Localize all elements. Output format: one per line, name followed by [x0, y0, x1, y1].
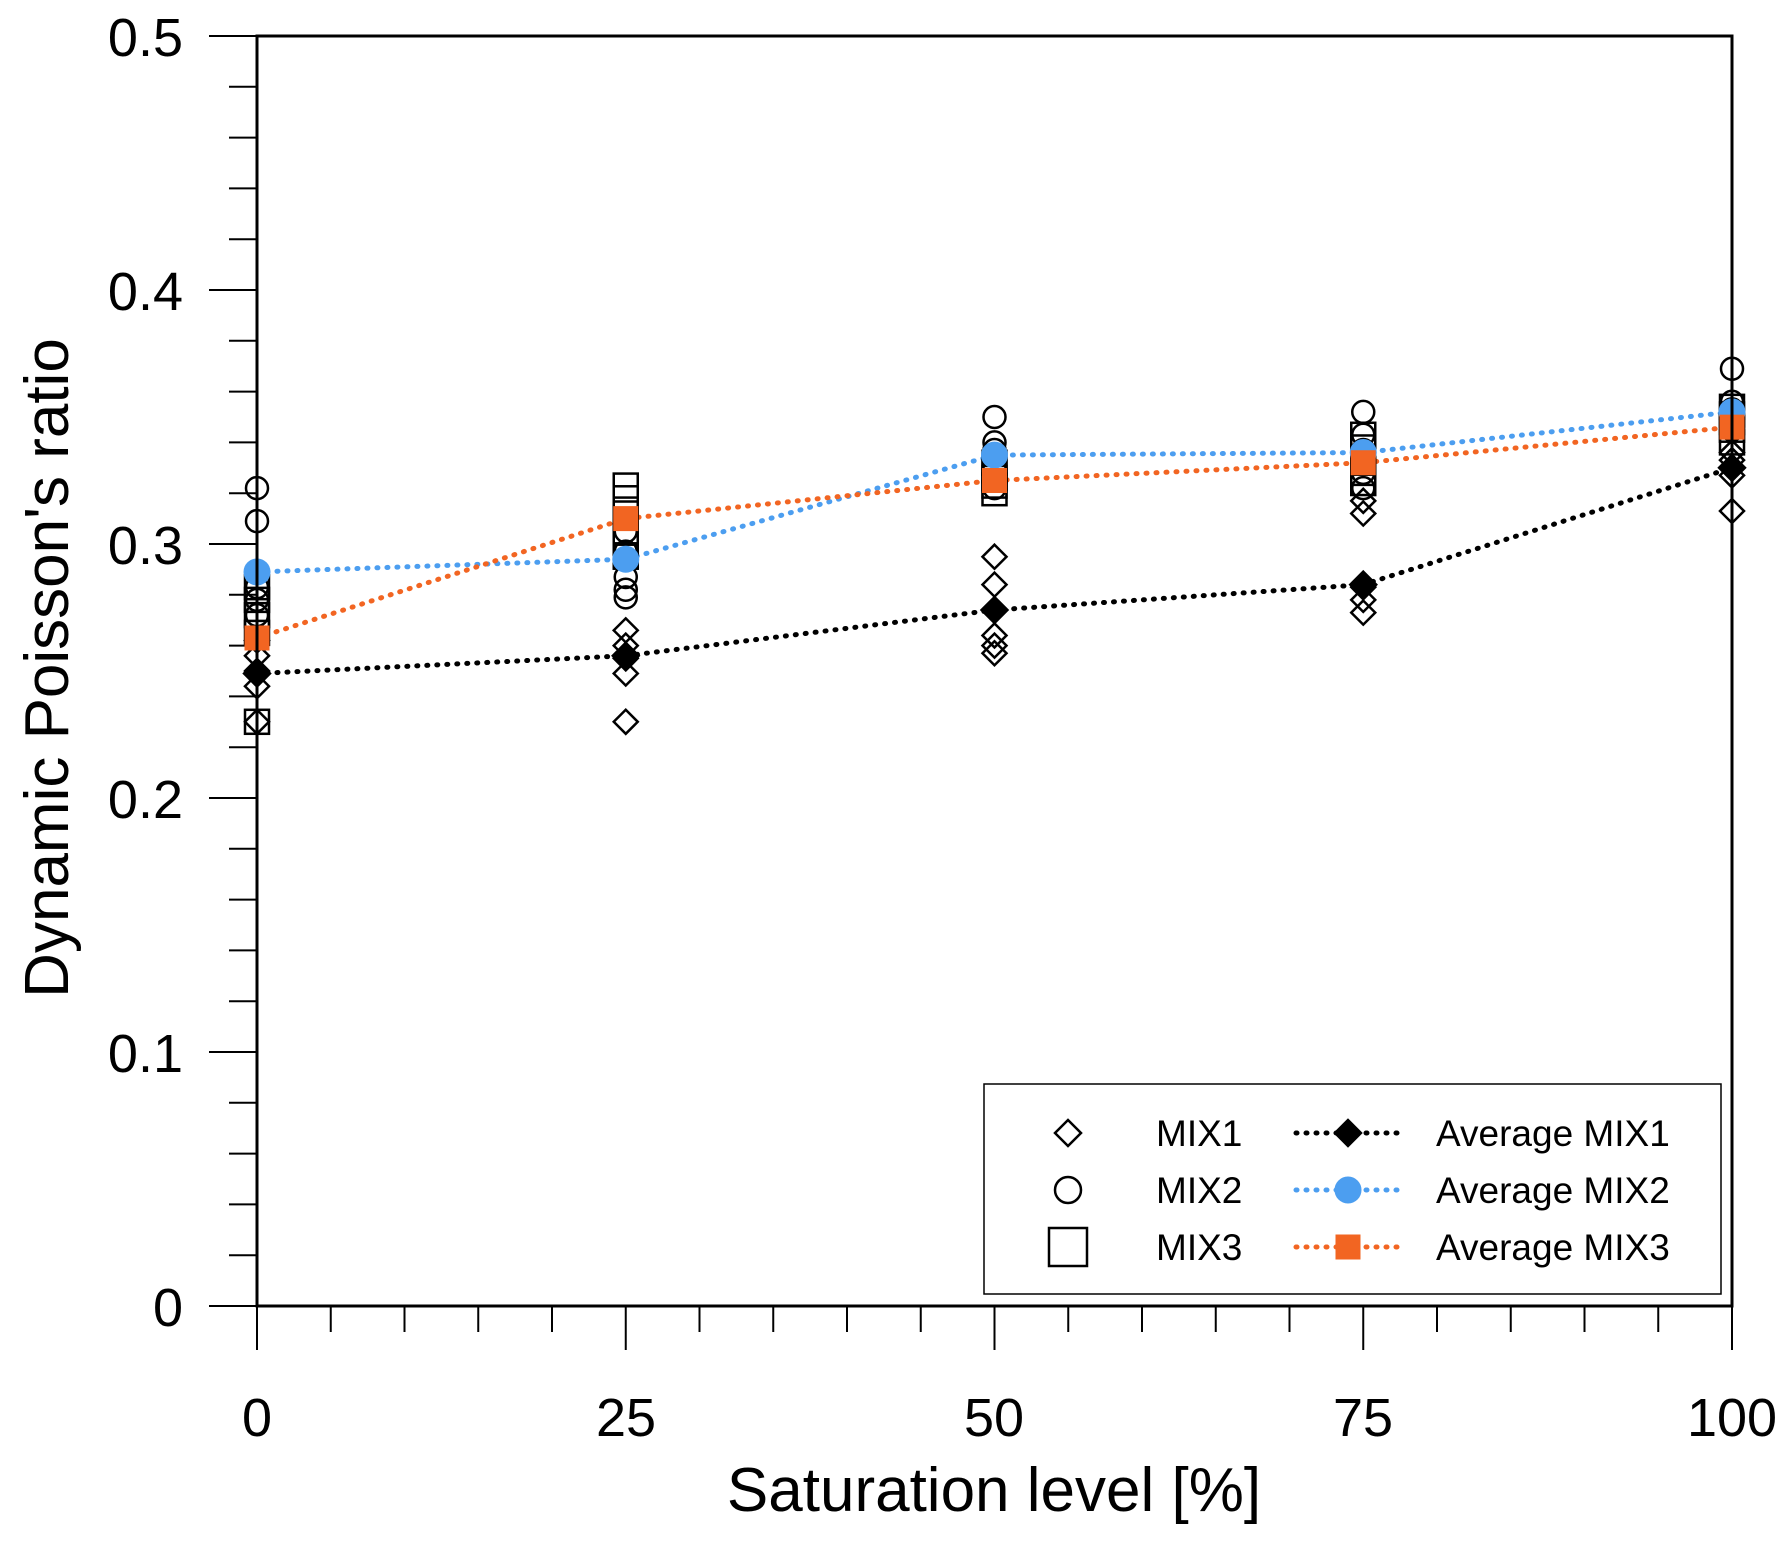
legend: MIX1 MIX2 MIX3 Average MIX1 Average MIX2… [983, 1083, 1722, 1295]
average-mix1-marker-3 [1348, 569, 1378, 600]
plot-frame [255, 34, 1734, 1308]
average-mix3-marker-1 [613, 506, 639, 532]
legend-symbol-mix1 [1053, 1118, 1083, 1148]
legend-label-mix2: MIX2 [1156, 1170, 1242, 1211]
mix1-point-13 [980, 570, 1009, 599]
x-tick-label-100: 100 [1687, 1388, 1777, 1448]
mix2-point-14 [982, 404, 1007, 430]
y-tick-label-0-5: 0.5 [108, 8, 183, 68]
mix1-point-18 [1349, 499, 1378, 528]
legend-label-average-mix2: Average MIX2 [1436, 1170, 1670, 1211]
x-tick-label-25: 25 [596, 1388, 656, 1448]
legend-label-average-mix3: Average MIX3 [1436, 1227, 1670, 1268]
average-mix3-marker-2 [982, 468, 1007, 493]
mix1-point-14 [980, 542, 1009, 571]
axis-ticks [209, 35, 1733, 1350]
mix1-point-12 [980, 621, 1009, 650]
y-tick-label-0-3: 0.3 [108, 516, 183, 576]
legend-label-mix3: MIX3 [1156, 1227, 1242, 1268]
x-tick-label-75: 75 [1333, 1388, 1393, 1448]
average-mix2-marker-1 [612, 545, 640, 573]
mix2-point-6 [613, 577, 638, 602]
x-tick-label-50: 50 [964, 1388, 1024, 1448]
mix1-point-5 [611, 708, 640, 736]
mix1-point-15 [1349, 598, 1378, 627]
mix1-point-9 [611, 616, 640, 645]
legend-symbol-mix3 [1047, 1226, 1089, 1268]
x-tick-label-0: 0 [242, 1388, 272, 1448]
x-tick-labels: 0 25 50 75 100 [242, 1388, 1777, 1448]
mix1-point-11 [980, 631, 1009, 660]
average-mix2-marker-2 [981, 441, 1008, 469]
sample-points [243, 356, 1746, 736]
y-tick-label-0-2: 0.2 [108, 770, 183, 830]
y-tick-labels: 0 0.1 0.2 0.3 0.4 0.5 [108, 8, 183, 1338]
y-tick-label-0-1: 0.1 [108, 1024, 183, 1084]
y-axis-title: Dynamic Poisson's ratio [13, 338, 82, 998]
legend-label-mix1: MIX1 [1156, 1113, 1242, 1154]
y-tick-label-0-4: 0.4 [108, 262, 183, 322]
average-mix3-marker-3 [1350, 450, 1376, 476]
average-mix1-marker-1 [611, 641, 641, 671]
x-axis-title: Saturation level [%] [727, 1456, 1261, 1525]
legend-symbol-mix2 [1053, 1175, 1083, 1205]
mix1-point-10 [980, 639, 1009, 667]
legend-symbols [1047, 1118, 1403, 1268]
legend-marker-average-mix3 [1335, 1234, 1361, 1260]
mix2-point-19 [1351, 399, 1376, 425]
mix2-point-5 [613, 585, 638, 610]
legend-marker-average-mix2 [1334, 1176, 1362, 1204]
mix1-point-16 [1349, 586, 1378, 614]
y-tick-label-0: 0 [153, 1278, 183, 1338]
mix3-point-9 [612, 472, 639, 499]
mix1-point-6 [611, 659, 640, 688]
average-mix1-marker-2 [979, 595, 1010, 625]
legend-marker-average-mix1 [1333, 1118, 1363, 1148]
legend-label-average-mix1: Average MIX1 [1436, 1113, 1670, 1154]
